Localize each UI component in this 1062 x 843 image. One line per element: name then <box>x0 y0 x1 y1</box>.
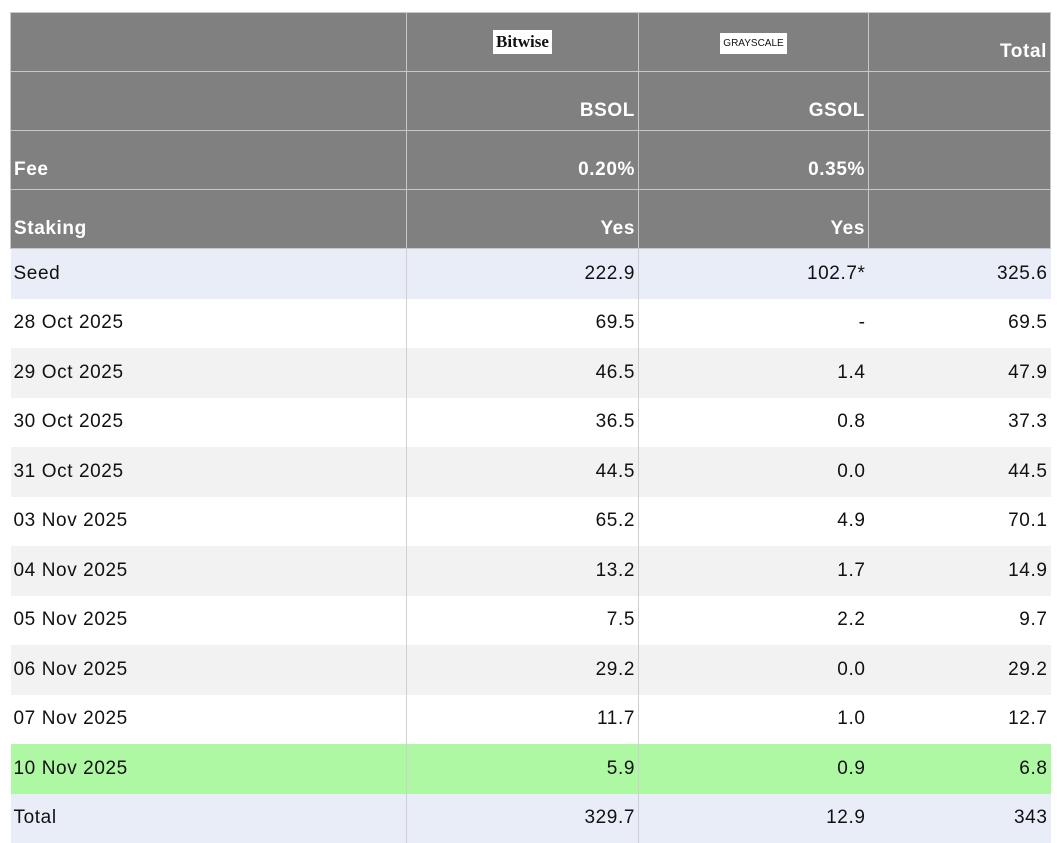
value-cell: 47.9 <box>869 348 1051 398</box>
header-cell: Bitwise <box>407 13 639 72</box>
value-cell: 1.4 <box>639 348 869 398</box>
value-cell: 329.7 <box>407 794 639 843</box>
value-cell: 4.9 <box>639 497 869 547</box>
value-cell: 1.0 <box>639 695 869 745</box>
header-cell: Staking <box>11 190 407 249</box>
value-cell: 343 <box>869 794 1051 843</box>
row-label: 30 Oct 2025 <box>11 398 407 448</box>
header-cell: GRAYSCALE <box>639 13 869 72</box>
value-cell: 0.9 <box>639 744 869 794</box>
header-cell <box>11 72 407 131</box>
row-label: Total <box>11 794 407 843</box>
value-cell: 36.5 <box>407 398 639 448</box>
value-cell: 11.7 <box>407 695 639 745</box>
value-cell: 13.2 <box>407 546 639 596</box>
header-cell: Total <box>869 13 1051 72</box>
row-label: 10 Nov 2025 <box>11 744 407 794</box>
value-cell: 12.7 <box>869 695 1051 745</box>
grayscale-logo: GRAYSCALE <box>720 33 786 54</box>
row-label: 07 Nov 2025 <box>11 695 407 745</box>
value-cell: 1.7 <box>639 546 869 596</box>
value-cell: - <box>639 299 869 349</box>
header-cell <box>11 13 407 72</box>
row-label: 31 Oct 2025 <box>11 447 407 497</box>
value-cell: 5.9 <box>407 744 639 794</box>
header-cell: 0.20% <box>407 131 639 190</box>
value-cell: 65.2 <box>407 497 639 547</box>
header-cell: Fee <box>11 131 407 190</box>
value-cell: 69.5 <box>869 299 1051 349</box>
value-cell: 0.0 <box>639 645 869 695</box>
header-cell: Yes <box>639 190 869 249</box>
header-cell <box>869 190 1051 249</box>
header-cell: BSOL <box>407 72 639 131</box>
header-row: Bitwise GRAYSCALE Total <box>11 13 1051 72</box>
value-cell: 6.8 <box>869 744 1051 794</box>
bitwise-logo: Bitwise <box>493 30 552 54</box>
value-cell: 12.9 <box>639 794 869 843</box>
row-label: 03 Nov 2025 <box>11 497 407 547</box>
row-label: 05 Nov 2025 <box>11 596 407 646</box>
row-label: Seed <box>11 249 407 299</box>
value-cell: 7.5 <box>407 596 639 646</box>
row-label: 28 Oct 2025 <box>11 299 407 349</box>
value-cell: 44.5 <box>407 447 639 497</box>
value-cell: 37.3 <box>869 398 1051 448</box>
row-label: 06 Nov 2025 <box>11 645 407 695</box>
header-cell: Yes <box>407 190 639 249</box>
header-cell: GSOL <box>639 72 869 131</box>
value-cell: 29.2 <box>869 645 1051 695</box>
value-cell: 0.0 <box>639 447 869 497</box>
value-cell: 0.8 <box>639 398 869 448</box>
value-cell: 29.2 <box>407 645 639 695</box>
value-cell: 70.1 <box>869 497 1051 547</box>
value-cell: 9.7 <box>869 596 1051 646</box>
value-cell: 325.6 <box>869 249 1051 299</box>
row-label: 29 Oct 2025 <box>11 348 407 398</box>
row-label: 04 Nov 2025 <box>11 546 407 596</box>
header-cell <box>869 131 1051 190</box>
header-cell: 0.35% <box>639 131 869 190</box>
value-cell: 14.9 <box>869 546 1051 596</box>
value-cell: 69.5 <box>407 299 639 349</box>
value-cell: 102.7* <box>639 249 869 299</box>
value-cell: 2.2 <box>639 596 869 646</box>
value-cell: 44.5 <box>869 447 1051 497</box>
header-cell <box>869 72 1051 131</box>
value-cell: 46.5 <box>407 348 639 398</box>
value-cell: 222.9 <box>407 249 639 299</box>
